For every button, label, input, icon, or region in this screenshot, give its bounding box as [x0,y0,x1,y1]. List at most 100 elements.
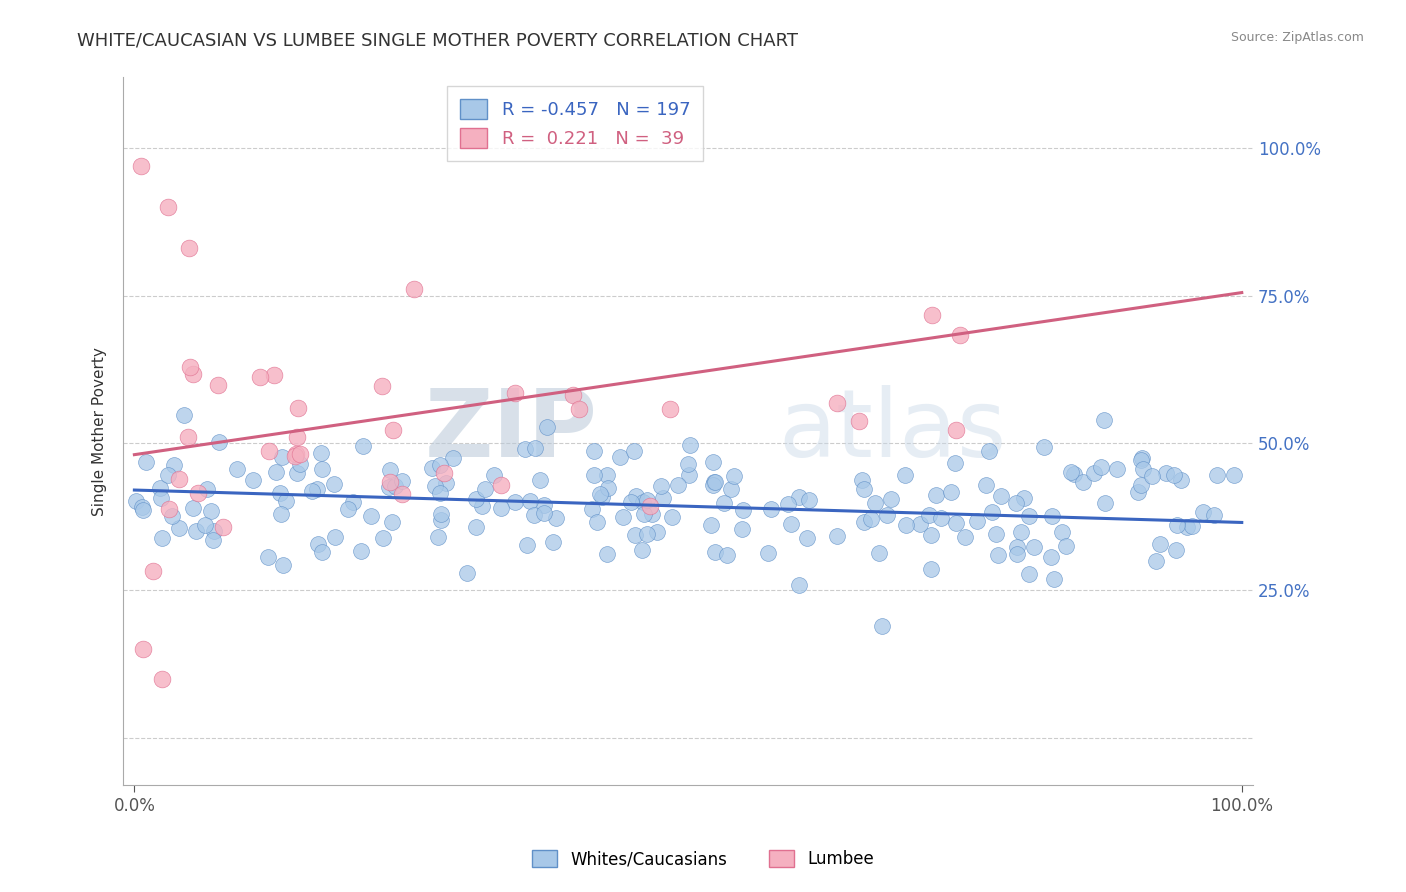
Point [582,467,605,482]
Point [1144,554,1167,568]
Point [125,493,148,508]
Point [194,517,217,532]
Point [787,490,810,504]
Point [1092,413,1115,427]
Point [1175,519,1198,533]
Point [273,558,295,573]
Point [789,578,811,592]
Point [1105,462,1128,476]
Point [1126,484,1149,499]
Point [612,509,634,524]
Point [924,488,946,502]
Point [1154,466,1177,480]
Point [700,518,723,533]
Point [676,458,699,472]
Point [285,466,308,480]
Point [716,548,738,562]
Point [945,516,967,530]
Point [543,535,565,549]
Point [595,468,617,483]
Point [429,458,451,472]
Point [269,485,291,500]
Point [652,491,675,505]
Point [825,396,848,410]
Point [434,476,457,491]
Point [523,508,546,522]
Point [955,530,977,544]
Point [184,524,207,538]
Point [1192,505,1215,519]
Point [443,450,465,465]
Point [633,508,655,522]
Point [311,545,333,559]
Point [848,414,870,428]
Point [471,500,494,514]
Point [456,566,478,581]
Point [1170,473,1192,487]
Point [360,508,382,523]
Legend: R = -0.457   N = 197, R =  0.221   N =  39: R = -0.457 N = 197, R = 0.221 N = 39 [447,87,703,161]
Point [181,500,204,515]
Point [1040,509,1063,524]
Point [135,455,157,469]
Point [609,450,631,464]
Point [636,492,658,507]
Point [309,445,332,459]
Point [378,480,401,494]
Point [202,524,225,539]
Point [631,543,654,558]
Point [391,487,413,501]
Point [167,472,190,486]
Point [1149,537,1171,551]
Point [876,508,898,522]
Point [177,430,200,444]
Point [586,516,609,530]
Point [284,450,307,464]
Point [1164,542,1187,557]
Point [546,511,568,525]
Point [342,495,364,509]
Point [1059,466,1081,480]
Point [1206,467,1229,482]
Point [636,527,658,541]
Text: WHITE/CAUCASIAN VS LUMBEE SINGLE MOTHER POVERTY CORRELATION CHART: WHITE/CAUCASIAN VS LUMBEE SINGLE MOTHER … [77,31,799,49]
Point [853,482,876,496]
Point [702,455,724,469]
Point [678,467,700,482]
Point [974,478,997,492]
Point [284,447,307,461]
Point [430,507,453,521]
Point [647,524,669,539]
Point [270,507,292,521]
Point [987,548,1010,562]
Point [212,520,235,534]
Point [908,516,931,531]
Point [323,530,346,544]
Point [465,520,488,534]
Point [423,479,446,493]
Point [149,491,172,505]
Point [759,502,782,516]
Point [371,379,394,393]
Point [658,402,681,417]
Point [778,497,800,511]
Point [249,370,271,384]
Point [977,444,1000,458]
Point [1032,441,1054,455]
Point [266,466,288,480]
Point [129,159,152,173]
Point [225,462,247,476]
Point [285,430,308,444]
Point [966,514,988,528]
Point [1018,508,1040,523]
Point [666,478,689,492]
Point [311,462,333,476]
Y-axis label: Single Mother Poverty: Single Mother Poverty [93,347,107,516]
Point [1052,525,1074,540]
Point [894,517,917,532]
Point [1005,540,1028,554]
Point [981,506,1004,520]
Point [350,543,373,558]
Point [287,401,309,415]
Point [852,515,875,529]
